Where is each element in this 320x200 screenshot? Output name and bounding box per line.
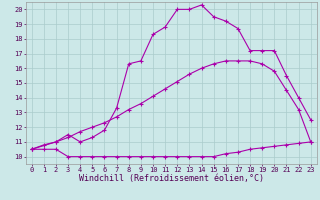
X-axis label: Windchill (Refroidissement éolien,°C): Windchill (Refroidissement éolien,°C) (79, 174, 264, 183)
